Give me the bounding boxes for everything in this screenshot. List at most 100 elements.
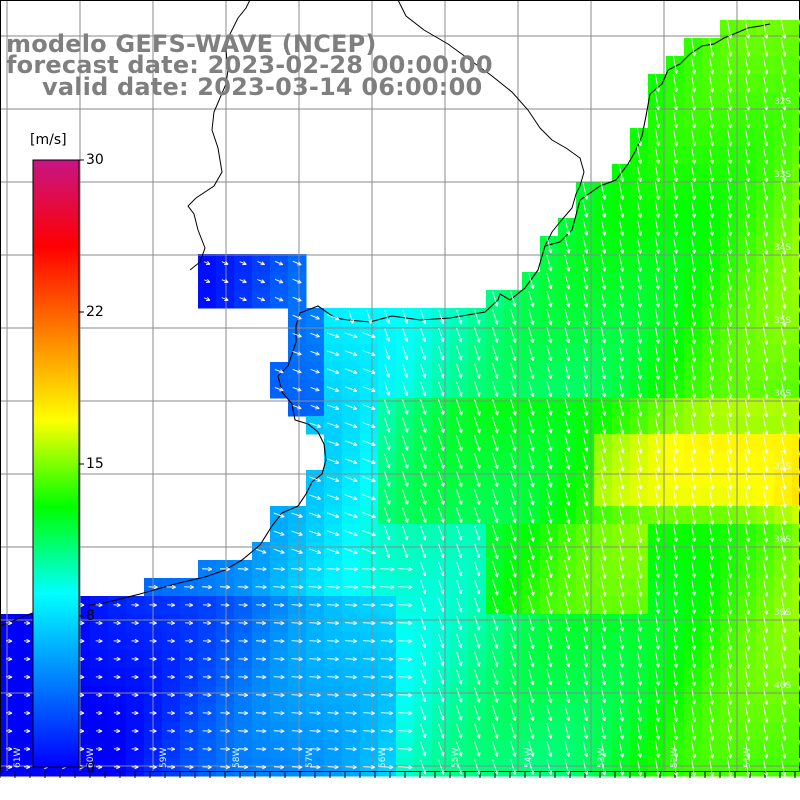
wind-arrow [309,764,321,770]
wind-arrow [564,363,571,380]
wind-arrow [618,326,625,344]
wind-arrow [510,578,517,596]
wind-arrow [600,326,607,344]
wind-arrow [309,476,321,482]
colorbar-tick-15: 15 [86,456,104,472]
wind-arrow [292,260,302,266]
wind-arrow [528,416,535,434]
wind-arrow [726,721,733,741]
lon-label: 61W [13,748,23,768]
wind-arrow [618,722,625,740]
wind-arrow [327,620,340,626]
wind-arrow [397,567,413,572]
wind-arrow [492,651,499,667]
wind-arrow [492,560,499,578]
wind-speed-cell [792,182,800,201]
wind-arrow [131,656,139,662]
wind-arrow [238,620,248,626]
wind-arrow [344,350,358,357]
wind-arrow [762,109,769,129]
wind-arrow [546,363,553,380]
wind-arrow [5,638,13,644]
wind-arrow [564,741,571,757]
wind-arrow [401,471,409,487]
wind-arrow [291,692,303,698]
wind-arrow [455,434,463,452]
wind-arrow [366,310,373,324]
wind-arrow [780,199,787,219]
wind-arrow [362,476,376,483]
wind-speed-cell [792,128,800,147]
wind-arrow [419,399,427,415]
wind-arrow [744,721,751,741]
wind-arrow [438,669,445,685]
wind-arrow [636,577,643,597]
wind-arrow [564,290,571,308]
wind-arrow [492,452,499,470]
wind-arrow [420,364,427,379]
wind-arrow [600,559,607,579]
wind-arrow [419,489,427,506]
wind-arrow [327,422,340,428]
wind-arrow [691,524,697,542]
wind-arrow [221,261,229,265]
wind-arrow [691,361,697,381]
wind-arrow [636,614,643,632]
wind-arrow [726,649,733,669]
wind-arrow [744,577,751,597]
wind-arrow [474,345,481,361]
wind-arrow [600,398,607,416]
wind-arrow [654,468,661,490]
wind-arrow [273,638,285,644]
wind-arrow [564,470,571,488]
wind-arrow [274,369,284,374]
lon-label: 55W [451,748,461,768]
wind-arrow [327,674,339,680]
wind-speed-cell [792,596,800,615]
wind-arrow [510,398,517,416]
wind-arrow [726,343,733,363]
wind-arrow [708,450,715,472]
wind-arrow [690,91,697,111]
wind-arrow [564,308,571,326]
wind-arrow [420,543,427,559]
wind-arrow [167,620,175,626]
wind-arrow [167,728,175,734]
wind-arrow [528,363,535,380]
wind-arrow [582,200,589,218]
wind-arrow [672,397,679,417]
wind-arrow [673,272,679,290]
wind-arrow [202,710,212,716]
wind-arrow [691,632,697,650]
wind-arrow [780,739,787,759]
wind-speed-cell [792,290,800,309]
wind-arrow [202,692,212,698]
wind-arrow [384,471,391,487]
wind-arrow [780,595,787,615]
wind-arrow [672,450,679,472]
wind-arrow [380,620,394,626]
wind-arrow [528,506,535,524]
wind-arrow [762,541,769,561]
wind-arrow [326,567,340,572]
wind-arrow [23,674,31,680]
wind-arrow [655,614,661,632]
wind-arrow [95,620,103,626]
wind-arrow [709,542,715,560]
wind-arrow [291,530,303,536]
wind-arrow [546,398,553,416]
wind-arrow [726,91,733,111]
wind-arrow [564,452,571,470]
wind-arrow [344,422,358,429]
wind-arrow [780,307,787,327]
wind-arrow [113,710,121,716]
wind-arrow [780,631,787,651]
wind-arrow [327,746,339,752]
wind-arrow [780,73,787,93]
wind-arrow [326,314,340,321]
wind-arrow [636,541,643,561]
wind-arrow [95,674,103,680]
wind-arrow [456,759,463,775]
wind-arrow [344,512,358,519]
colorbar [32,159,84,768]
